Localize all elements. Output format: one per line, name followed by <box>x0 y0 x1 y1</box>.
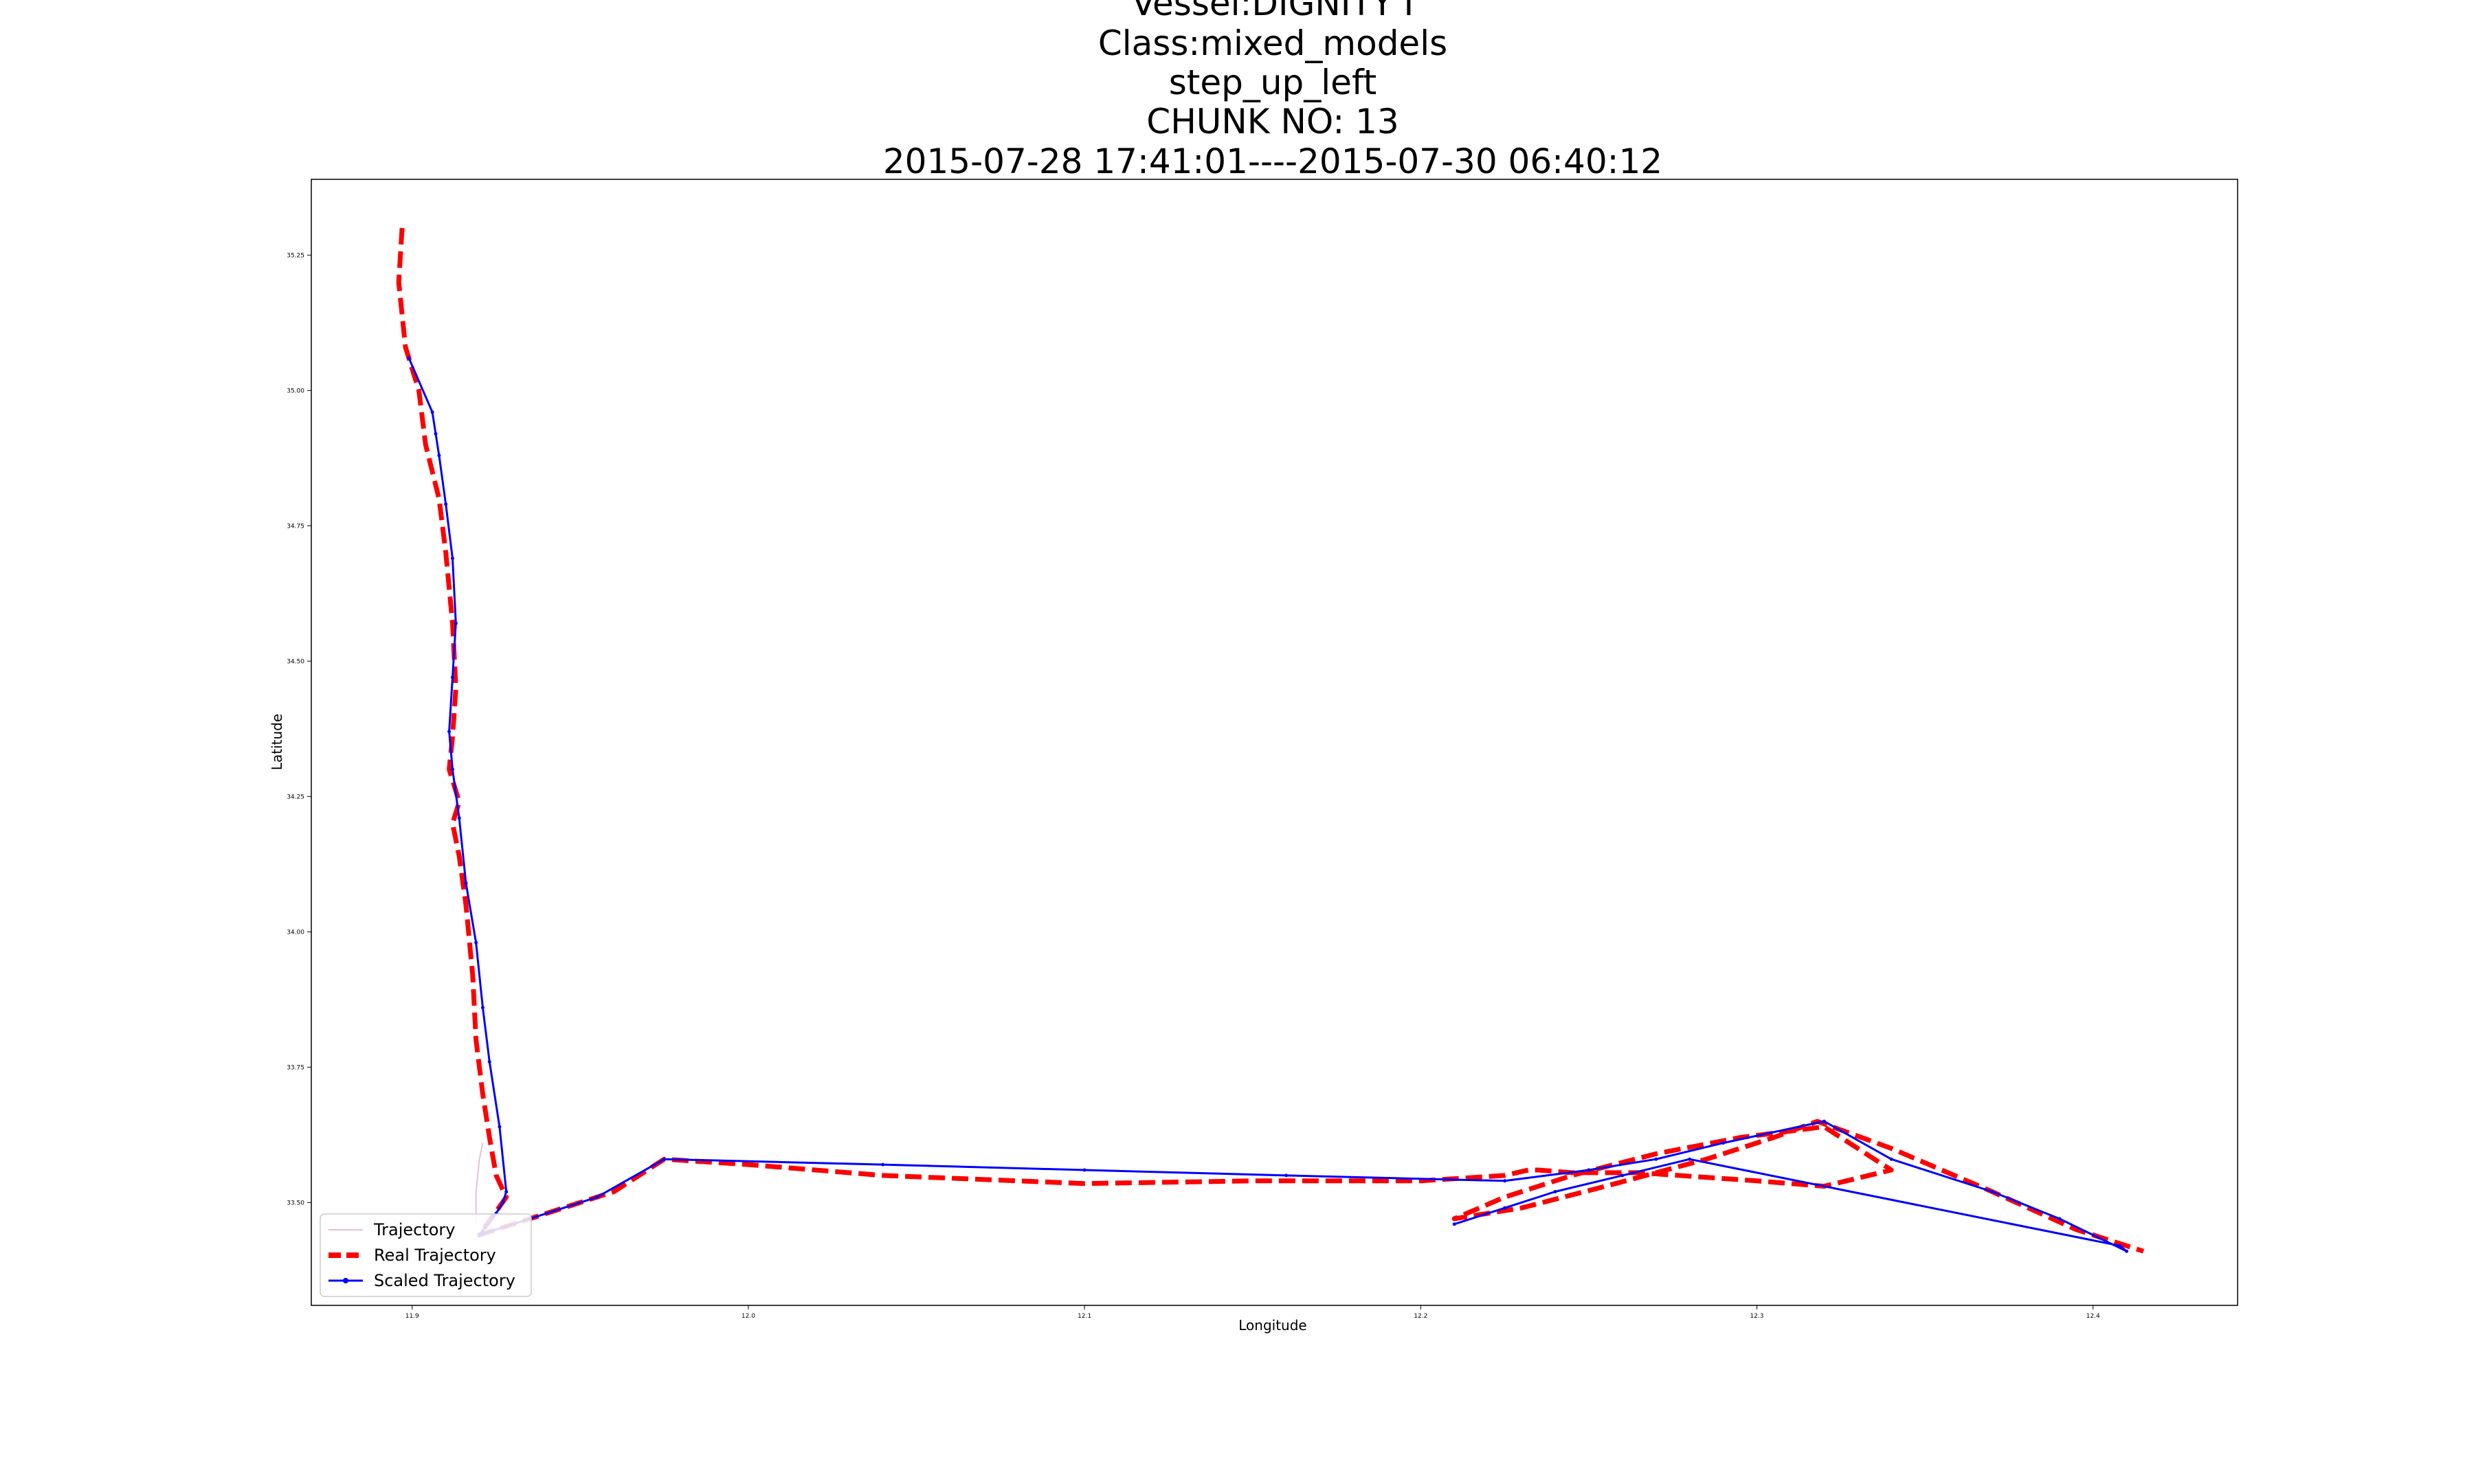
scaled-trajectory-point <box>447 730 452 734</box>
scaled-trajectory-point <box>595 1195 599 1199</box>
scaled-trajectory-point <box>474 941 478 945</box>
y-axis-label: Latitude <box>269 714 285 770</box>
scaled-trajectory-point <box>498 1125 502 1129</box>
scaled-trajectory-point <box>450 767 454 772</box>
x-axis-label: Longitude <box>1238 1317 1306 1334</box>
scaled-trajectory-point <box>1587 1168 1591 1172</box>
x-tick-label: 11.9 <box>405 1313 419 1320</box>
scaled-trajectory-point <box>1889 1157 1893 1161</box>
chart-title: Vessel:DIGNITY I Class:mixed_models step… <box>883 0 1662 181</box>
scaled-trajectory-point <box>1082 1168 1086 1172</box>
title-line-pattern: step_up_left <box>1169 63 1377 102</box>
scaled-trajectory-point <box>1503 1179 1507 1183</box>
x-tick-label: 12.2 <box>1414 1313 1427 1320</box>
scaled-trajectory-point <box>454 621 458 625</box>
scaled-trajectory-point <box>450 556 454 561</box>
scaled-trajectory-point <box>2118 1244 2122 1248</box>
x-tick-label: 12.1 <box>1078 1313 1091 1320</box>
y-tick-label: 34.75 <box>287 523 304 530</box>
scaled-trajectory-point <box>487 1059 491 1064</box>
legend-label-scaled: Scaled Trajectory <box>374 1271 515 1290</box>
legend-label-real: Real Trajectory <box>374 1246 496 1265</box>
y-tick-label: 33.75 <box>287 1064 304 1071</box>
scaled-trajectory-point <box>1620 1173 1625 1178</box>
title-line-time-range: 2015-07-28 17:41:01----2015-07-30 06:40:… <box>883 142 1662 181</box>
y-axis-ticks: 33.50 33.75 34.00 34.25 34.50 34.75 35.00 35.25 <box>287 252 311 1206</box>
scaled-trajectory-point <box>881 1162 885 1167</box>
x-tick-label: 12.0 <box>742 1313 755 1320</box>
x-axis-ticks: 11.9 12.0 12.1 12.2 12.3 12.4 <box>405 1305 2100 1320</box>
scaled-trajectory-point <box>450 675 454 679</box>
y-tick-label: 34.00 <box>287 929 304 936</box>
scaled-trajectory-point <box>434 431 438 436</box>
scaled-trajectory-point <box>437 453 441 458</box>
scaled-trajectory-point <box>464 881 468 885</box>
real-trajectory-line <box>396 227 2145 1254</box>
scaled-trajectory-point <box>1553 1190 1557 1194</box>
x-tick-label: 12.3 <box>1750 1313 1763 1320</box>
scaled-trajectory-point <box>1990 1190 1994 1194</box>
scaled-trajectory-point <box>1284 1173 1289 1178</box>
legend-box <box>320 1213 532 1297</box>
legend: Trajectory Real Trajectory Scaled Trajec… <box>320 1213 532 1297</box>
scaled-trajectory-point <box>662 1157 667 1161</box>
scaled-trajectory-point <box>430 410 434 414</box>
y-tick-label: 35.00 <box>287 387 304 394</box>
scaled-trajectory-point <box>1822 1119 1826 1123</box>
scaled-trajectory-point <box>1452 1222 1456 1226</box>
scaled-trajectory-point <box>501 1200 505 1204</box>
scaled-trajectory-point <box>2125 1249 2129 1253</box>
scaled-trajectory-point <box>1503 1206 1507 1210</box>
scaled-trajectory-point <box>457 816 461 820</box>
plot-area <box>311 179 2238 1306</box>
trajectory-line <box>475 1143 484 1224</box>
y-tick-label: 35.25 <box>287 252 304 259</box>
y-tick-label: 34.50 <box>287 658 304 665</box>
x-tick-label: 12.4 <box>2086 1313 2100 1320</box>
legend-marker-scaled-dot <box>343 1278 348 1283</box>
title-line-chunk: CHUNK NO: 13 <box>1146 102 1398 142</box>
y-tick-label: 33.50 <box>287 1200 304 1206</box>
y-tick-label: 34.25 <box>287 794 304 800</box>
scaled-trajectory-point <box>504 1190 509 1194</box>
scaled-trajectory-point <box>444 502 448 506</box>
scaled-trajectory-point <box>480 1006 484 1010</box>
legend-label-trajectory: Trajectory <box>373 1220 456 1239</box>
scaled-trajectory-point <box>1721 1141 1726 1145</box>
scaled-trajectory-point <box>1688 1157 1692 1161</box>
scaled-trajectory-point <box>1654 1157 1658 1161</box>
title-line-class: Class:mixed_models <box>1098 23 1447 63</box>
scaled-trajectory-point <box>407 356 411 360</box>
title-line-vessel: Vessel:DIGNITY I <box>1132 0 1414 23</box>
scaled-trajectory-point <box>2058 1217 2062 1221</box>
